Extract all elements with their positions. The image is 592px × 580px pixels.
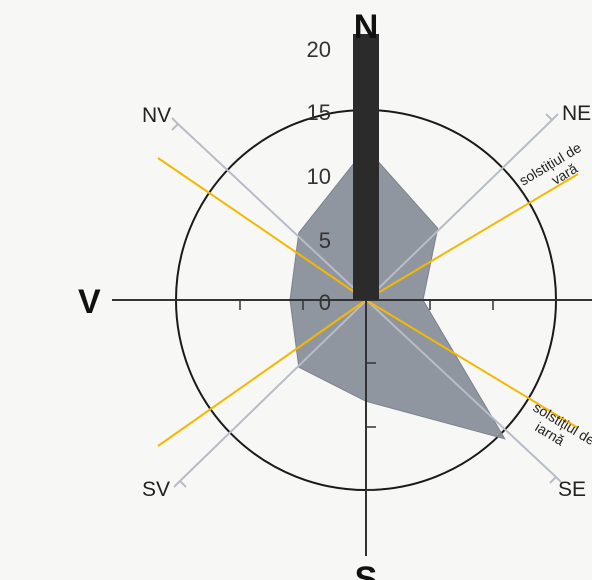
winter-solstice-line xyxy=(157,157,367,301)
summer-solstice-line-opposite xyxy=(157,299,367,447)
southwest-label: SV xyxy=(142,478,170,501)
northeast-label: NE xyxy=(562,102,591,125)
winter-solstice-annotation: solstițiul de iarnă xyxy=(530,399,592,449)
scale-label: 5 xyxy=(319,228,331,253)
se-axis-hook xyxy=(549,475,563,484)
north-frequency-bar xyxy=(353,34,379,300)
west-label: V xyxy=(78,283,101,321)
sv-axis-hook xyxy=(173,479,187,488)
summer-solstice-annotation: solstițiul de vară xyxy=(516,139,584,188)
scale-label: 10 xyxy=(307,164,331,189)
south-label: S xyxy=(355,560,378,580)
scale-label: 20 xyxy=(307,37,331,62)
ne-axis-hook xyxy=(545,113,559,122)
scale-labels: 0 5 10 15 20 xyxy=(307,37,331,315)
scale-label: 15 xyxy=(307,100,331,125)
north-label: N xyxy=(354,8,379,46)
winter-solstice-line-opposite xyxy=(365,299,579,429)
northwest-label: NV xyxy=(142,104,171,127)
nv-axis-hook xyxy=(171,117,180,131)
summer-solstice-line xyxy=(365,173,579,301)
scale-label: 0 xyxy=(319,290,331,315)
southeast-label: SE xyxy=(558,478,586,501)
